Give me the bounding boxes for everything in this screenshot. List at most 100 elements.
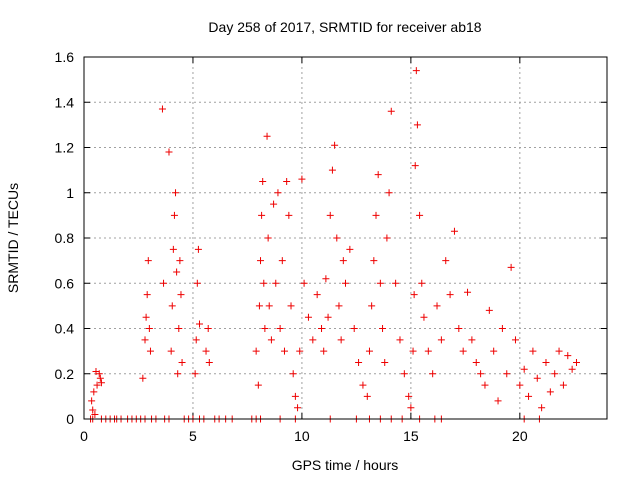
data-point bbox=[365, 347, 373, 355]
data-point bbox=[381, 358, 389, 366]
data-point bbox=[333, 234, 341, 242]
y-tick-label: 1.6 bbox=[55, 49, 75, 65]
data-point bbox=[350, 325, 358, 332]
data-point bbox=[204, 325, 212, 332]
data-point bbox=[146, 347, 154, 355]
data-point bbox=[520, 365, 528, 373]
data-point bbox=[407, 404, 415, 412]
data-point bbox=[168, 302, 176, 310]
data-point bbox=[477, 370, 485, 378]
data-point bbox=[309, 336, 317, 344]
data-point bbox=[335, 302, 343, 310]
data-point bbox=[442, 257, 450, 265]
data-point bbox=[259, 177, 267, 185]
data-point bbox=[142, 313, 150, 321]
data-point bbox=[89, 406, 97, 414]
data-point bbox=[193, 279, 201, 287]
data-point bbox=[141, 336, 149, 344]
data-point bbox=[359, 381, 367, 389]
data-point bbox=[568, 365, 576, 373]
grid-layer bbox=[84, 57, 607, 419]
plot-frame bbox=[83, 56, 608, 420]
data-point bbox=[324, 313, 332, 321]
data-point bbox=[374, 171, 382, 179]
data-point bbox=[91, 410, 99, 418]
data-point bbox=[392, 279, 400, 287]
data-point bbox=[400, 370, 408, 378]
data-point bbox=[481, 381, 489, 389]
data-point bbox=[313, 291, 321, 299]
points-layer bbox=[87, 67, 580, 423]
data-point bbox=[258, 211, 266, 219]
data-point bbox=[507, 263, 515, 271]
data-point bbox=[285, 211, 293, 219]
y-tick-label: 0.6 bbox=[55, 275, 75, 291]
data-point bbox=[411, 162, 419, 170]
data-point bbox=[255, 302, 263, 310]
data-point bbox=[270, 200, 278, 208]
data-point bbox=[257, 257, 265, 265]
data-point bbox=[280, 347, 288, 355]
data-point bbox=[525, 392, 533, 400]
data-point bbox=[167, 347, 175, 355]
data-point bbox=[205, 358, 213, 366]
data-point bbox=[551, 370, 559, 378]
y-tick-label: 1.4 bbox=[55, 94, 75, 110]
data-point bbox=[412, 67, 420, 75]
data-point bbox=[511, 336, 519, 344]
data-point bbox=[176, 257, 184, 265]
data-point bbox=[88, 397, 96, 405]
data-point bbox=[165, 148, 173, 156]
data-point bbox=[192, 336, 200, 344]
data-point bbox=[396, 336, 404, 344]
data-point bbox=[339, 257, 347, 265]
data-point bbox=[383, 234, 391, 242]
data-point bbox=[260, 279, 268, 287]
data-point bbox=[158, 105, 166, 113]
data-point bbox=[320, 347, 328, 355]
data-point bbox=[318, 325, 326, 332]
data-point bbox=[559, 381, 567, 389]
data-point bbox=[278, 257, 286, 265]
ticks-layer: 0 0.2 0.4 0.6 0.8 1 1.2 1.4 1.6 0 5 10 15 20 bbox=[55, 49, 607, 444]
data-point bbox=[429, 370, 437, 378]
data-point bbox=[405, 392, 413, 400]
data-point bbox=[90, 388, 98, 396]
y-tick-label: 0 bbox=[66, 411, 74, 427]
data-point bbox=[420, 313, 428, 321]
x-tick-label: 10 bbox=[294, 428, 310, 444]
data-point bbox=[416, 211, 424, 219]
data-point bbox=[169, 245, 177, 253]
data-point bbox=[178, 358, 186, 366]
x-tick-label: 20 bbox=[512, 428, 528, 444]
data-point bbox=[276, 325, 284, 332]
data-point bbox=[529, 347, 537, 355]
data-point bbox=[503, 370, 511, 378]
data-point bbox=[516, 381, 524, 389]
data-point bbox=[533, 374, 541, 382]
y-tick-label: 0.4 bbox=[55, 321, 75, 337]
data-point bbox=[376, 279, 384, 287]
data-point bbox=[272, 279, 280, 287]
data-point bbox=[274, 189, 282, 197]
data-point bbox=[177, 291, 185, 299]
data-point bbox=[385, 189, 393, 197]
data-point bbox=[298, 175, 306, 183]
x-tick-label: 5 bbox=[189, 428, 197, 444]
y-tick-label: 0.2 bbox=[55, 366, 75, 382]
data-point bbox=[97, 379, 105, 387]
data-point bbox=[368, 302, 376, 310]
data-point bbox=[464, 288, 472, 296]
data-point bbox=[145, 325, 153, 332]
data-point bbox=[139, 374, 147, 382]
data-point bbox=[437, 336, 445, 344]
data-point bbox=[304, 313, 312, 321]
data-point bbox=[387, 107, 395, 115]
y-tick-label: 1 bbox=[66, 185, 74, 201]
data-point bbox=[143, 291, 151, 299]
data-point bbox=[93, 381, 101, 389]
data-point bbox=[564, 352, 572, 360]
data-point bbox=[468, 336, 476, 344]
data-point bbox=[379, 325, 387, 332]
